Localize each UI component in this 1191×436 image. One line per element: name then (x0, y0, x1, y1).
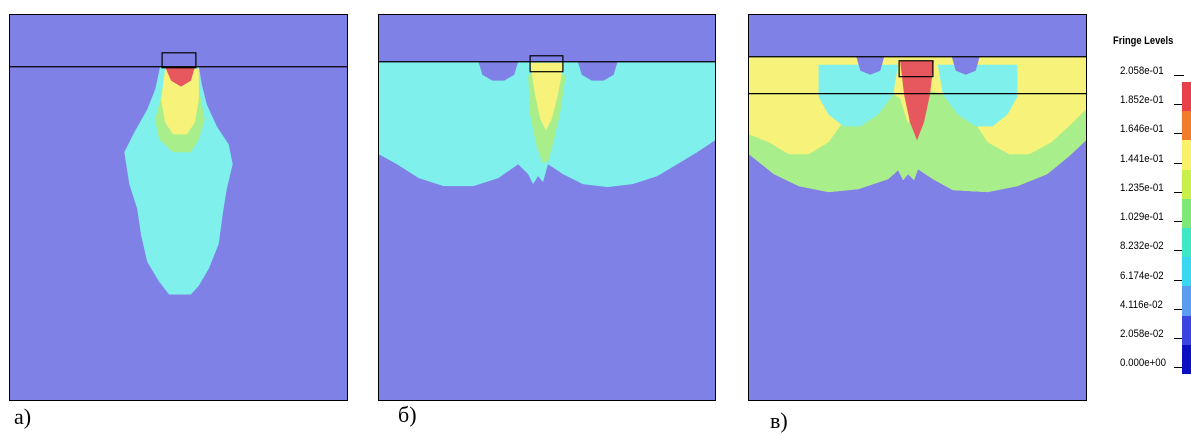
legend-color-swatch (1182, 257, 1191, 287)
surface-dip-right (577, 61, 618, 81)
stress-zone-red (165, 66, 195, 87)
legend-tick (1174, 132, 1184, 134)
legend-level-value: 1.852e-01 (1120, 94, 1164, 106)
indenter-block (529, 55, 564, 73)
legend-level: 1.646e-01 (1120, 122, 1184, 136)
legend-level-value: 8.232e-02 (1120, 240, 1164, 252)
legend-color-swatch (1182, 140, 1191, 170)
surface-dip-left (856, 56, 885, 75)
stress-zone-cyan (124, 66, 233, 295)
indenter-block (898, 60, 934, 78)
legend-tick (1174, 366, 1184, 368)
legend-tick (1174, 308, 1184, 310)
legend-level: 2.058e-02 (1120, 327, 1184, 341)
legend-level-value: 2.058e-02 (1120, 328, 1164, 340)
legend-tick (1174, 279, 1184, 281)
stress-zone-red (900, 60, 934, 141)
legend-level-value: 1.646e-01 (1120, 123, 1164, 135)
legend-color-swatch (1182, 169, 1191, 199)
contour-panel-a (9, 14, 348, 401)
indenter-block (161, 52, 197, 69)
legend-level: 4.116e-02 (1120, 298, 1184, 312)
stress-zone-cyan-right (937, 64, 1018, 127)
legend-tick (1174, 74, 1184, 76)
contour-panel-b (378, 14, 716, 401)
legend-level: 0.000e+00 (1120, 356, 1184, 370)
legend-level: 1.852e-01 (1120, 93, 1184, 107)
legend-tick (1174, 162, 1184, 164)
legend-level-value: 1.441e-01 (1120, 153, 1164, 165)
legend-level-value: 2.058e-01 (1120, 65, 1164, 77)
legend-level: 2.058e-01 (1120, 64, 1184, 78)
legend-color-swatch (1182, 228, 1191, 258)
stress-zone-yellow (161, 68, 199, 135)
surface-dip-left (478, 61, 519, 81)
contour-plot-b (379, 15, 715, 400)
legend-level-value: 1.029e-01 (1120, 211, 1164, 223)
legend-color-swatch (1182, 315, 1191, 345)
legend-color-bar (1182, 82, 1191, 375)
stress-zone-yellow (530, 62, 564, 131)
legend-level-value: 4.116e-02 (1120, 299, 1163, 311)
legend-level: 6.174e-02 (1120, 269, 1184, 283)
panel-label-c: в) (770, 408, 788, 433)
legend-color-swatch (1182, 344, 1191, 375)
legend-title: Fringe Levels (1113, 35, 1174, 47)
legend-tick (1174, 103, 1184, 105)
panel-label-a: a) (14, 404, 32, 429)
legend-level-value: 1.235e-01 (1120, 182, 1164, 194)
legend-level: 8.232e-02 (1120, 239, 1184, 253)
legend-tick (1174, 220, 1184, 222)
legend-level: 1.235e-01 (1120, 181, 1184, 195)
contour-plot-a (10, 15, 347, 400)
legend-tick (1174, 249, 1184, 251)
legend-level-value: 6.174e-02 (1120, 270, 1164, 282)
legend-level: 1.441e-01 (1120, 152, 1184, 166)
legend-color-swatch (1182, 111, 1191, 141)
legend-color-swatch (1182, 198, 1191, 229)
legend-level: 1.029e-01 (1120, 210, 1184, 224)
contour-plot-c (749, 15, 1086, 400)
surface-dip-right (951, 56, 980, 75)
stress-zone-green (749, 90, 1086, 193)
legend-color-swatch (1182, 82, 1191, 112)
legend-tick (1174, 337, 1184, 339)
contour-panel-c (748, 14, 1087, 401)
legend-color-swatch (1182, 286, 1191, 316)
legend-tick (1174, 191, 1184, 193)
legend-level-value: 0.000e+00 (1120, 357, 1167, 369)
panel-label-b: б) (398, 402, 417, 427)
stress-zone-cyan-left (818, 64, 899, 127)
